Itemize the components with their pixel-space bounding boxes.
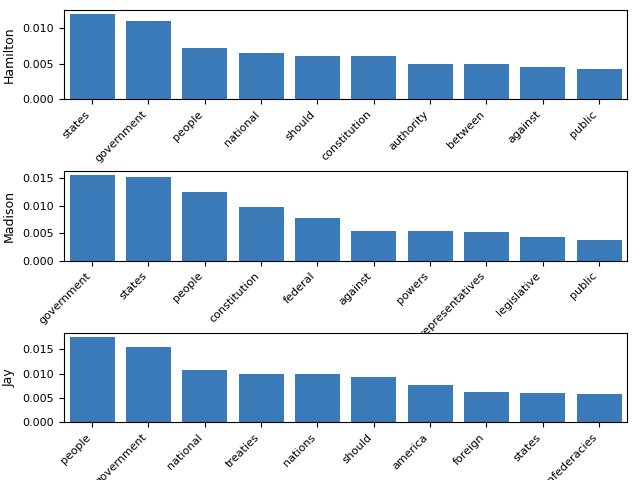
Bar xyxy=(70,337,115,422)
Bar xyxy=(408,231,452,261)
Bar xyxy=(520,67,565,99)
Bar xyxy=(464,392,509,422)
Bar xyxy=(126,177,171,261)
Bar xyxy=(520,237,565,261)
Bar xyxy=(126,21,171,99)
Bar xyxy=(351,56,396,99)
Bar xyxy=(295,373,340,422)
Bar xyxy=(408,64,452,99)
Bar xyxy=(464,64,509,99)
Bar xyxy=(577,394,621,422)
Bar xyxy=(70,175,115,261)
Bar xyxy=(408,385,452,422)
Bar xyxy=(70,14,115,99)
Bar xyxy=(520,393,565,422)
Bar xyxy=(182,370,227,422)
Bar xyxy=(351,230,396,261)
Bar xyxy=(182,48,227,99)
Bar xyxy=(295,56,340,99)
Bar xyxy=(577,240,621,261)
Bar xyxy=(464,232,509,261)
Bar xyxy=(239,207,284,261)
Bar xyxy=(351,377,396,422)
Y-axis label: Jay: Jay xyxy=(3,368,16,387)
Y-axis label: Madison: Madison xyxy=(3,190,16,242)
Bar xyxy=(239,53,284,99)
Bar xyxy=(126,347,171,422)
Bar xyxy=(182,192,227,261)
Bar xyxy=(239,373,284,422)
Bar xyxy=(577,69,621,99)
Bar xyxy=(295,218,340,261)
Y-axis label: Hamilton: Hamilton xyxy=(3,26,16,83)
